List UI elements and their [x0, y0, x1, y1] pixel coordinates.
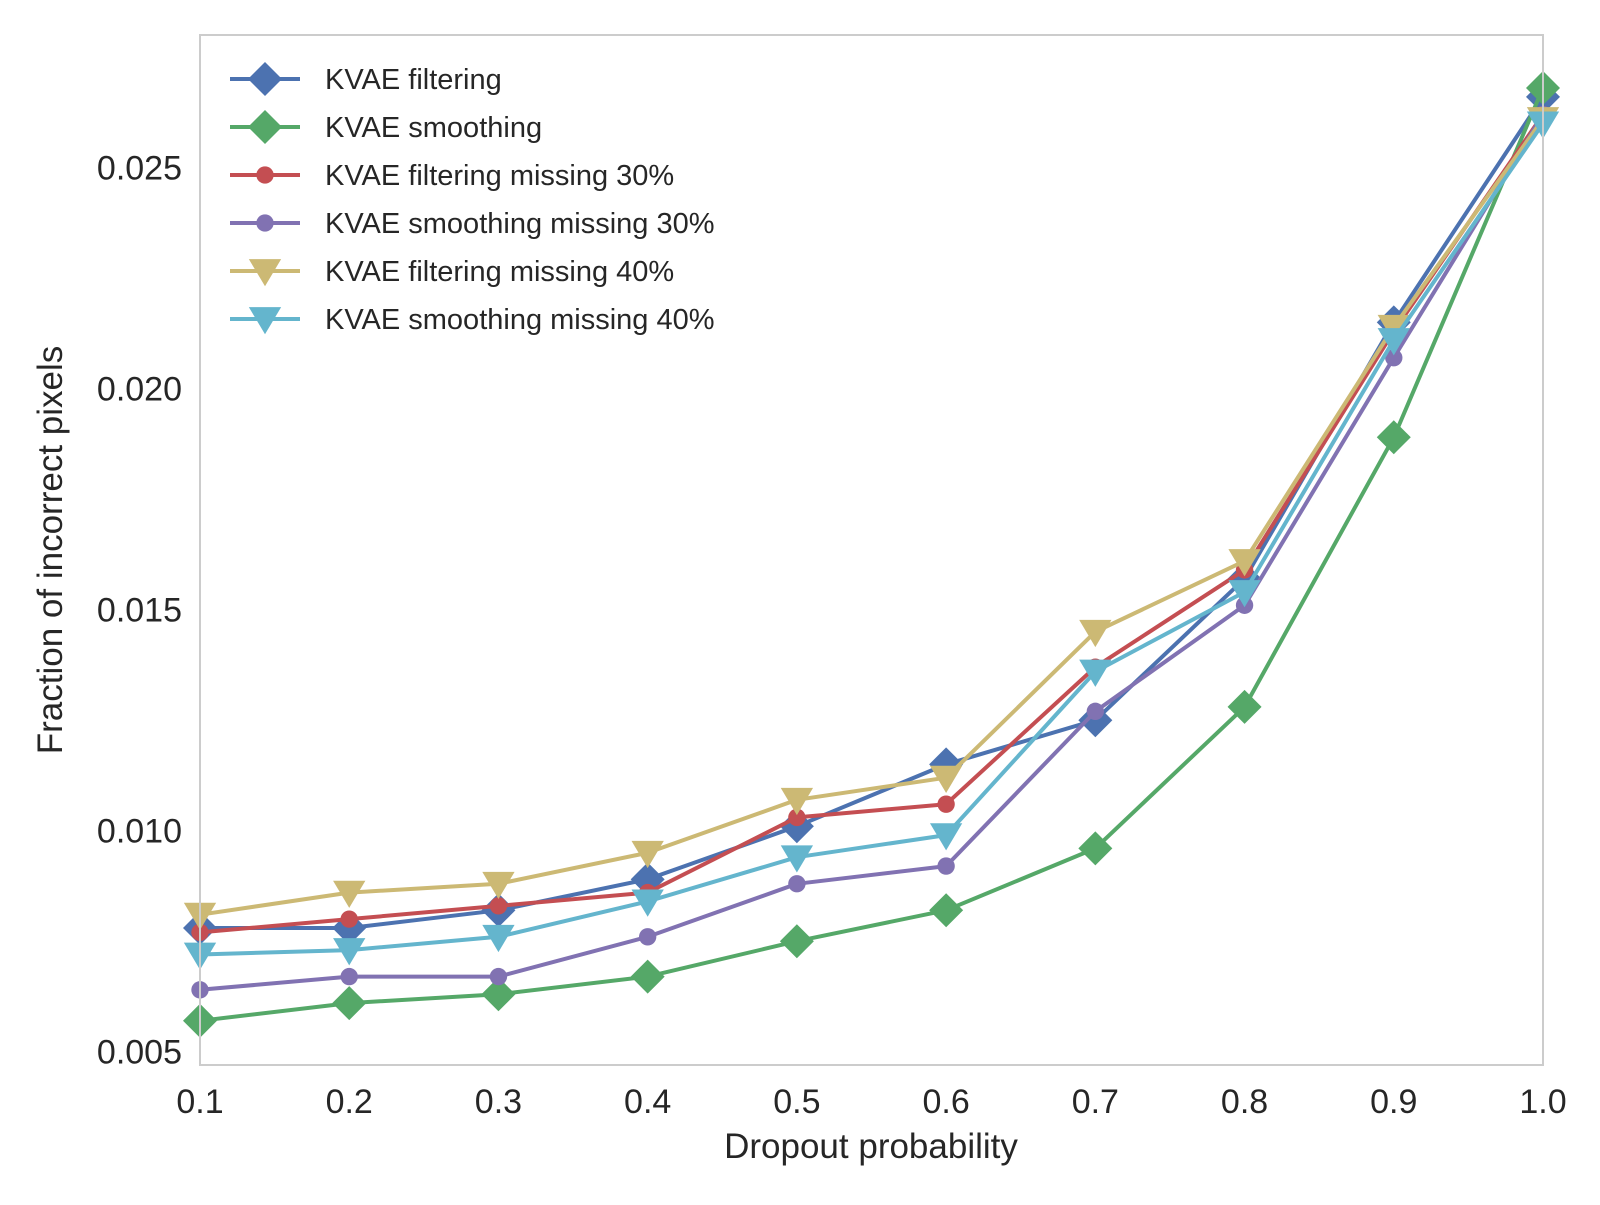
- data-point: [929, 823, 963, 851]
- x-tick-label: 0.9: [1370, 1083, 1417, 1121]
- y-tick-label: 0.020: [97, 371, 182, 409]
- y-tick-label: 0.025: [97, 150, 182, 188]
- data-point: [1376, 420, 1411, 455]
- data-point: [929, 893, 964, 928]
- y-tick-label: 0.005: [97, 1034, 182, 1072]
- x-tick-label: 0.7: [1072, 1083, 1119, 1121]
- x-tick-label: 0.6: [922, 1083, 969, 1121]
- legend-item: KVAE smoothing: [230, 110, 542, 144]
- data-point: [788, 875, 806, 893]
- data-point: [638, 928, 657, 946]
- data-point: [780, 845, 814, 873]
- x-tick-label: 0.2: [326, 1083, 373, 1121]
- data-point: [489, 897, 508, 915]
- x-tick-label: 1.0: [1519, 1083, 1566, 1121]
- legend-marker: [256, 214, 274, 232]
- data-point: [788, 808, 806, 827]
- data-point: [482, 924, 515, 953]
- series-5: [183, 107, 1560, 930]
- legend-marker: [248, 110, 282, 144]
- data-point: [631, 840, 664, 869]
- plot-area-frame: [199, 34, 1544, 1066]
- data-point: [340, 910, 358, 928]
- series-line: [199, 113, 1545, 992]
- x-tick-label: 0.3: [475, 1083, 522, 1121]
- data-point: [779, 924, 814, 959]
- data-point: [489, 967, 508, 986]
- legend-label: KVAE filtering missing 40%: [325, 256, 674, 288]
- y-tick-label: 0.010: [97, 813, 182, 851]
- legend-marker: [256, 166, 274, 184]
- series-line: [199, 87, 1545, 1023]
- legend-item: KVAE smoothing missing 30%: [230, 208, 715, 240]
- x-tick-label: 0.4: [624, 1083, 671, 1121]
- data-point: [340, 967, 358, 986]
- data-point: [1228, 549, 1261, 577]
- data-point: [1228, 580, 1261, 608]
- y-axis-ticks: 0.005 0.010 0.015 0.020 0.025: [97, 150, 182, 1072]
- x-axis-ticks: 0.1 0.2 0.3 0.4 0.5 0.6 0.7 0.8 0.9 1.0: [176, 1083, 1566, 1121]
- series-line: [199, 113, 1545, 935]
- data-point: [1385, 349, 1403, 367]
- data-point: [1377, 328, 1410, 356]
- series-line: [199, 122, 1545, 957]
- data-point: [333, 880, 366, 908]
- x-tick-label: 0.1: [176, 1083, 223, 1121]
- x-axis-label: Dropout probability: [724, 1127, 1018, 1166]
- series-line: [199, 117, 1545, 917]
- series-2: [183, 71, 1560, 1038]
- legend-item: KVAE filtering missing 30%: [230, 160, 674, 192]
- data-point: [631, 889, 664, 917]
- data-point: [1079, 659, 1112, 687]
- legend-label: KVAE filtering missing 30%: [325, 160, 674, 192]
- legend-item: KVAE smoothing missing 40%: [230, 304, 715, 336]
- y-tick-label: 0.015: [97, 592, 182, 630]
- data-point: [1086, 702, 1105, 721]
- legend-label: KVAE filtering: [325, 64, 502, 96]
- data-point: [1227, 689, 1262, 724]
- data-point: [333, 938, 366, 966]
- data-point: [937, 795, 955, 813]
- data-point: [929, 765, 963, 793]
- data-point: [332, 986, 367, 1021]
- legend-marker: [248, 307, 282, 335]
- legend-label: KVAE smoothing: [325, 112, 542, 144]
- data-point: [937, 857, 955, 875]
- legend-marker: [248, 62, 282, 96]
- legend-label: KVAE smoothing missing 40%: [325, 304, 715, 336]
- y-axis-label: Fraction of incorrect pixels: [31, 346, 70, 754]
- data-point: [1079, 619, 1112, 648]
- data-point: [482, 871, 515, 900]
- data-point: [630, 959, 665, 994]
- data-point: [780, 787, 814, 816]
- legend-item: KVAE filtering: [230, 62, 502, 96]
- legend-marker: [248, 259, 282, 287]
- series-layer: [183, 71, 1560, 1038]
- legend-item: KVAE filtering missing 40%: [230, 256, 674, 288]
- data-point: [481, 977, 516, 1012]
- x-tick-label: 0.5: [773, 1083, 820, 1121]
- legend: KVAE filtering KVAE smoothing KVAE filteri…: [230, 62, 715, 336]
- data-point: [1078, 831, 1113, 866]
- legend-label: KVAE smoothing missing 30%: [325, 208, 715, 240]
- x-tick-label: 0.8: [1221, 1083, 1268, 1121]
